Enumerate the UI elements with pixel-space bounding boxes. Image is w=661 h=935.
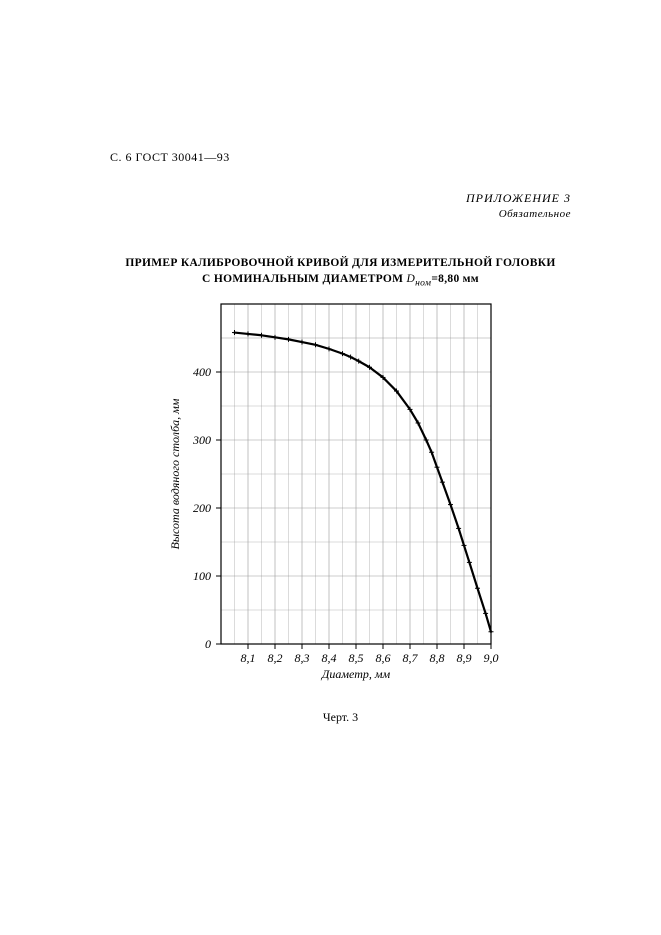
- svg-text:300: 300: [192, 433, 211, 447]
- calibration-chart: 8,1 8,2 8,3 8,4 8,5 8,6 8,7 8,8 8,9 9,0 0 100 200 300…: [156, 294, 526, 704]
- svg-text:8,4: 8,4: [321, 651, 336, 665]
- title-sub: ном: [415, 277, 431, 288]
- svg-text:9,0: 9,0: [483, 651, 498, 665]
- svg-text:200: 200: [193, 501, 211, 515]
- title-line2b: =8,80 мм: [431, 273, 479, 285]
- svg-text:400: 400: [193, 365, 211, 379]
- svg-text:Диаметр, мм: Диаметр, мм: [320, 667, 390, 681]
- svg-text:8,5: 8,5: [348, 651, 363, 665]
- appendix-title: ПРИЛОЖЕНИЕ 3: [110, 191, 571, 206]
- title-line2a: С НОМИНАЛЬНЫМ ДИАМЕТРОМ: [202, 273, 406, 285]
- svg-text:0: 0: [205, 637, 211, 651]
- svg-text:8,1: 8,1: [240, 651, 255, 665]
- page-ref: С. 6 ГОСТ 30041—93: [110, 150, 571, 165]
- svg-text:8,8: 8,8: [429, 651, 444, 665]
- title-line1: ПРИМЕР КАЛИБРОВОЧНОЙ КРИВОЙ ДЛЯ ИЗМЕРИТЕ…: [125, 257, 555, 269]
- appendix-subtitle: Обязательное: [110, 208, 571, 220]
- svg-text:8,6: 8,6: [375, 651, 390, 665]
- svg-text:8,2: 8,2: [267, 651, 282, 665]
- figure-caption: Черт. 3: [110, 710, 571, 725]
- title-sym: D: [407, 273, 416, 285]
- figure-title: ПРИМЕР КАЛИБРОВОЧНОЙ КРИВОЙ ДЛЯ ИЗМЕРИТЕ…: [110, 256, 571, 290]
- svg-text:8,7: 8,7: [402, 651, 418, 665]
- svg-text:Высота водяного столба, мм: Высота водяного столба, мм: [168, 398, 182, 549]
- svg-text:8,9: 8,9: [456, 651, 471, 665]
- svg-text:100: 100: [193, 569, 211, 583]
- svg-text:8,3: 8,3: [294, 651, 309, 665]
